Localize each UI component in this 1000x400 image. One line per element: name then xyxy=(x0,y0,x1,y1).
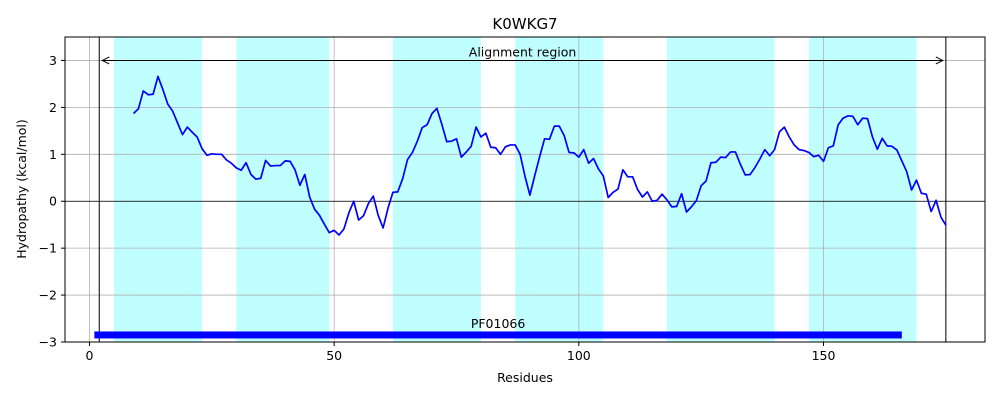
shaded-regions xyxy=(113,37,917,342)
y-tick-label: 1 xyxy=(49,147,57,162)
domain-label: PF01066 xyxy=(471,316,526,331)
x-ticks: 0 50 100 150 xyxy=(85,342,835,363)
x-tick-label: 0 xyxy=(85,348,93,363)
x-tick-label: 100 xyxy=(567,348,591,363)
arrow-head-right xyxy=(935,56,944,65)
y-tick-label: 3 xyxy=(49,53,57,68)
shaded-region-3 xyxy=(392,37,481,342)
x-axis-label: Residues xyxy=(497,370,553,385)
shaded-region-6 xyxy=(808,37,917,342)
series-group xyxy=(132,75,947,236)
axes-frame xyxy=(64,36,986,343)
y-tick-label: −3 xyxy=(39,335,57,350)
shaded-region-5 xyxy=(666,37,775,342)
y-ticks: −3 −2 −1 0 1 2 3 xyxy=(39,53,65,350)
y-axis-label: Hydropathy (kcal/mol) xyxy=(14,119,29,259)
alignment-region-label: Alignment region xyxy=(469,44,577,59)
reference-lines xyxy=(65,37,985,342)
shaded-region-1 xyxy=(113,37,203,342)
y-tick-label: 2 xyxy=(49,100,57,115)
y-tick-label: −1 xyxy=(39,241,57,256)
domain-bar xyxy=(94,331,902,339)
shaded-region-2 xyxy=(236,37,330,342)
plot-frame xyxy=(64,36,986,343)
arrow-head-left xyxy=(101,56,110,65)
y-tick-label: 0 xyxy=(49,194,57,209)
annotations xyxy=(94,56,944,339)
x-tick-label: 50 xyxy=(326,348,342,363)
y-tick-label: −2 xyxy=(39,288,57,303)
x-tick-label: 150 xyxy=(812,348,836,363)
hydropathy-line xyxy=(132,75,947,236)
shaded-region-4 xyxy=(515,37,604,342)
chart-title: K0WKG7 xyxy=(492,15,557,33)
